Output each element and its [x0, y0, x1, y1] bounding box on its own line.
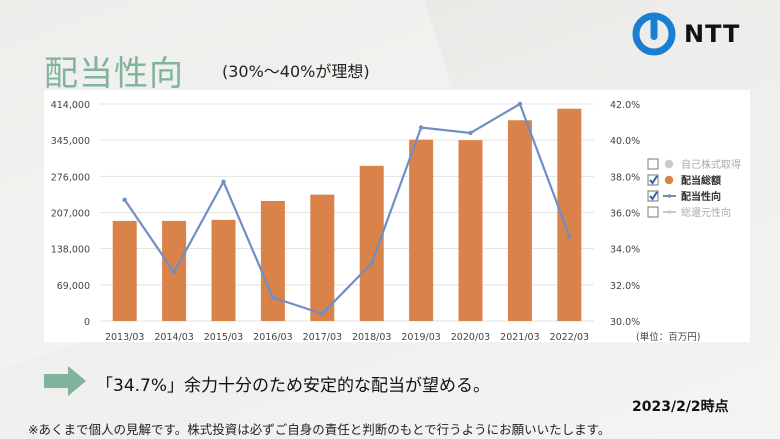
line-point — [122, 197, 127, 203]
y-right-tick-label: 32.0% — [610, 281, 640, 292]
y-left-tick-label: 0 — [84, 317, 90, 328]
y-left-tick-label: 345,000 — [51, 136, 90, 147]
bar — [112, 220, 137, 321]
x-tick-label: 2021/03 — [500, 332, 539, 342]
legend-label: 自己株式取得 — [681, 158, 741, 171]
ntt-logo: NTT — [632, 12, 740, 56]
y-left-tick-label: 138,000 — [51, 245, 90, 256]
bar — [507, 120, 532, 321]
legend-checkbox — [647, 206, 659, 218]
y-right-tick-label: 34.0% — [610, 245, 640, 256]
as-of-date: 2023/2/2時点 — [632, 399, 729, 415]
disclaimer-text: ※あくまで個人の見解です。株式投資は必ずご自身の責任と判断のもとで行うようにお願… — [28, 422, 611, 437]
legend-checkbox — [647, 190, 659, 202]
line-point — [418, 125, 424, 130]
dividend-chart: 414,000 345,000 276,000 207,000 138,000 69,00… — [51, 100, 741, 342]
x-tick-label: 2013/03 — [105, 332, 144, 342]
bar — [359, 165, 384, 321]
y-left-tick-label: 414,000 — [51, 100, 90, 111]
legend-marker — [664, 159, 674, 169]
y-right-tick-label: 40.0% — [610, 136, 640, 147]
legend-label: 配当性向 — [681, 190, 721, 203]
legend-marker-dot — [667, 194, 672, 198]
x-tick-label: 2019/03 — [401, 332, 440, 342]
legend-label: 配当総額 — [681, 174, 721, 187]
x-tick-label: 2018/03 — [352, 332, 391, 342]
y-right-tick-label: 38.0% — [610, 172, 640, 183]
legend-checkbox — [647, 158, 659, 170]
page-subtitle: (30%〜40%が理想) — [222, 62, 370, 81]
legend-checkmark-icon — [649, 175, 658, 185]
arrow-right-icon — [44, 366, 86, 396]
unit-label: (単位：百万円) — [636, 331, 700, 342]
line-point — [320, 311, 325, 316]
legend-label: 総還元性向 — [681, 206, 731, 219]
bar — [458, 140, 483, 321]
line-point — [369, 260, 374, 266]
x-tick-label: 2022/03 — [550, 332, 589, 342]
y-left-tick-label: 69,000 — [57, 281, 90, 292]
conclusion-message: 「34.7%」余力十分のため安定的な配当が望める。 — [96, 376, 491, 396]
y-right-tick-label: 42.0% — [610, 100, 640, 111]
chart-panel: 414,000 345,000 276,000 207,000 138,000 69,00… — [44, 90, 750, 342]
line-point — [221, 179, 226, 184]
x-tick-label: 2015/03 — [204, 332, 243, 342]
line-point — [517, 101, 523, 107]
y-left-tick-label: 276,000 — [51, 172, 90, 183]
line-point — [567, 233, 572, 239]
bar — [310, 194, 335, 321]
y-left-tick-label: 207,000 — [51, 209, 90, 220]
legend-marker-dot — [667, 210, 672, 214]
y-right-tick-label: 36.0% — [610, 209, 640, 220]
bar — [409, 139, 434, 321]
y-right-tick-label: 30.0% — [610, 317, 640, 328]
logo-text: NTT — [684, 20, 741, 48]
legend-checkmark-icon — [649, 191, 658, 201]
line-point — [171, 269, 177, 275]
line-point — [270, 295, 276, 300]
x-tick-label: 2017/03 — [303, 332, 342, 342]
line-point — [468, 130, 473, 136]
x-tick-label: 2020/03 — [451, 332, 490, 342]
x-tick-label: 2016/03 — [253, 332, 292, 342]
legend-marker — [664, 175, 674, 185]
bar — [260, 200, 285, 321]
x-tick-label: 2014/03 — [154, 332, 193, 342]
legend-checkbox — [647, 174, 659, 186]
payout-ratio-line — [123, 102, 571, 316]
bar — [211, 219, 236, 321]
ntt-logo-icon — [632, 12, 676, 56]
page-title: 配当性向 — [44, 54, 184, 94]
